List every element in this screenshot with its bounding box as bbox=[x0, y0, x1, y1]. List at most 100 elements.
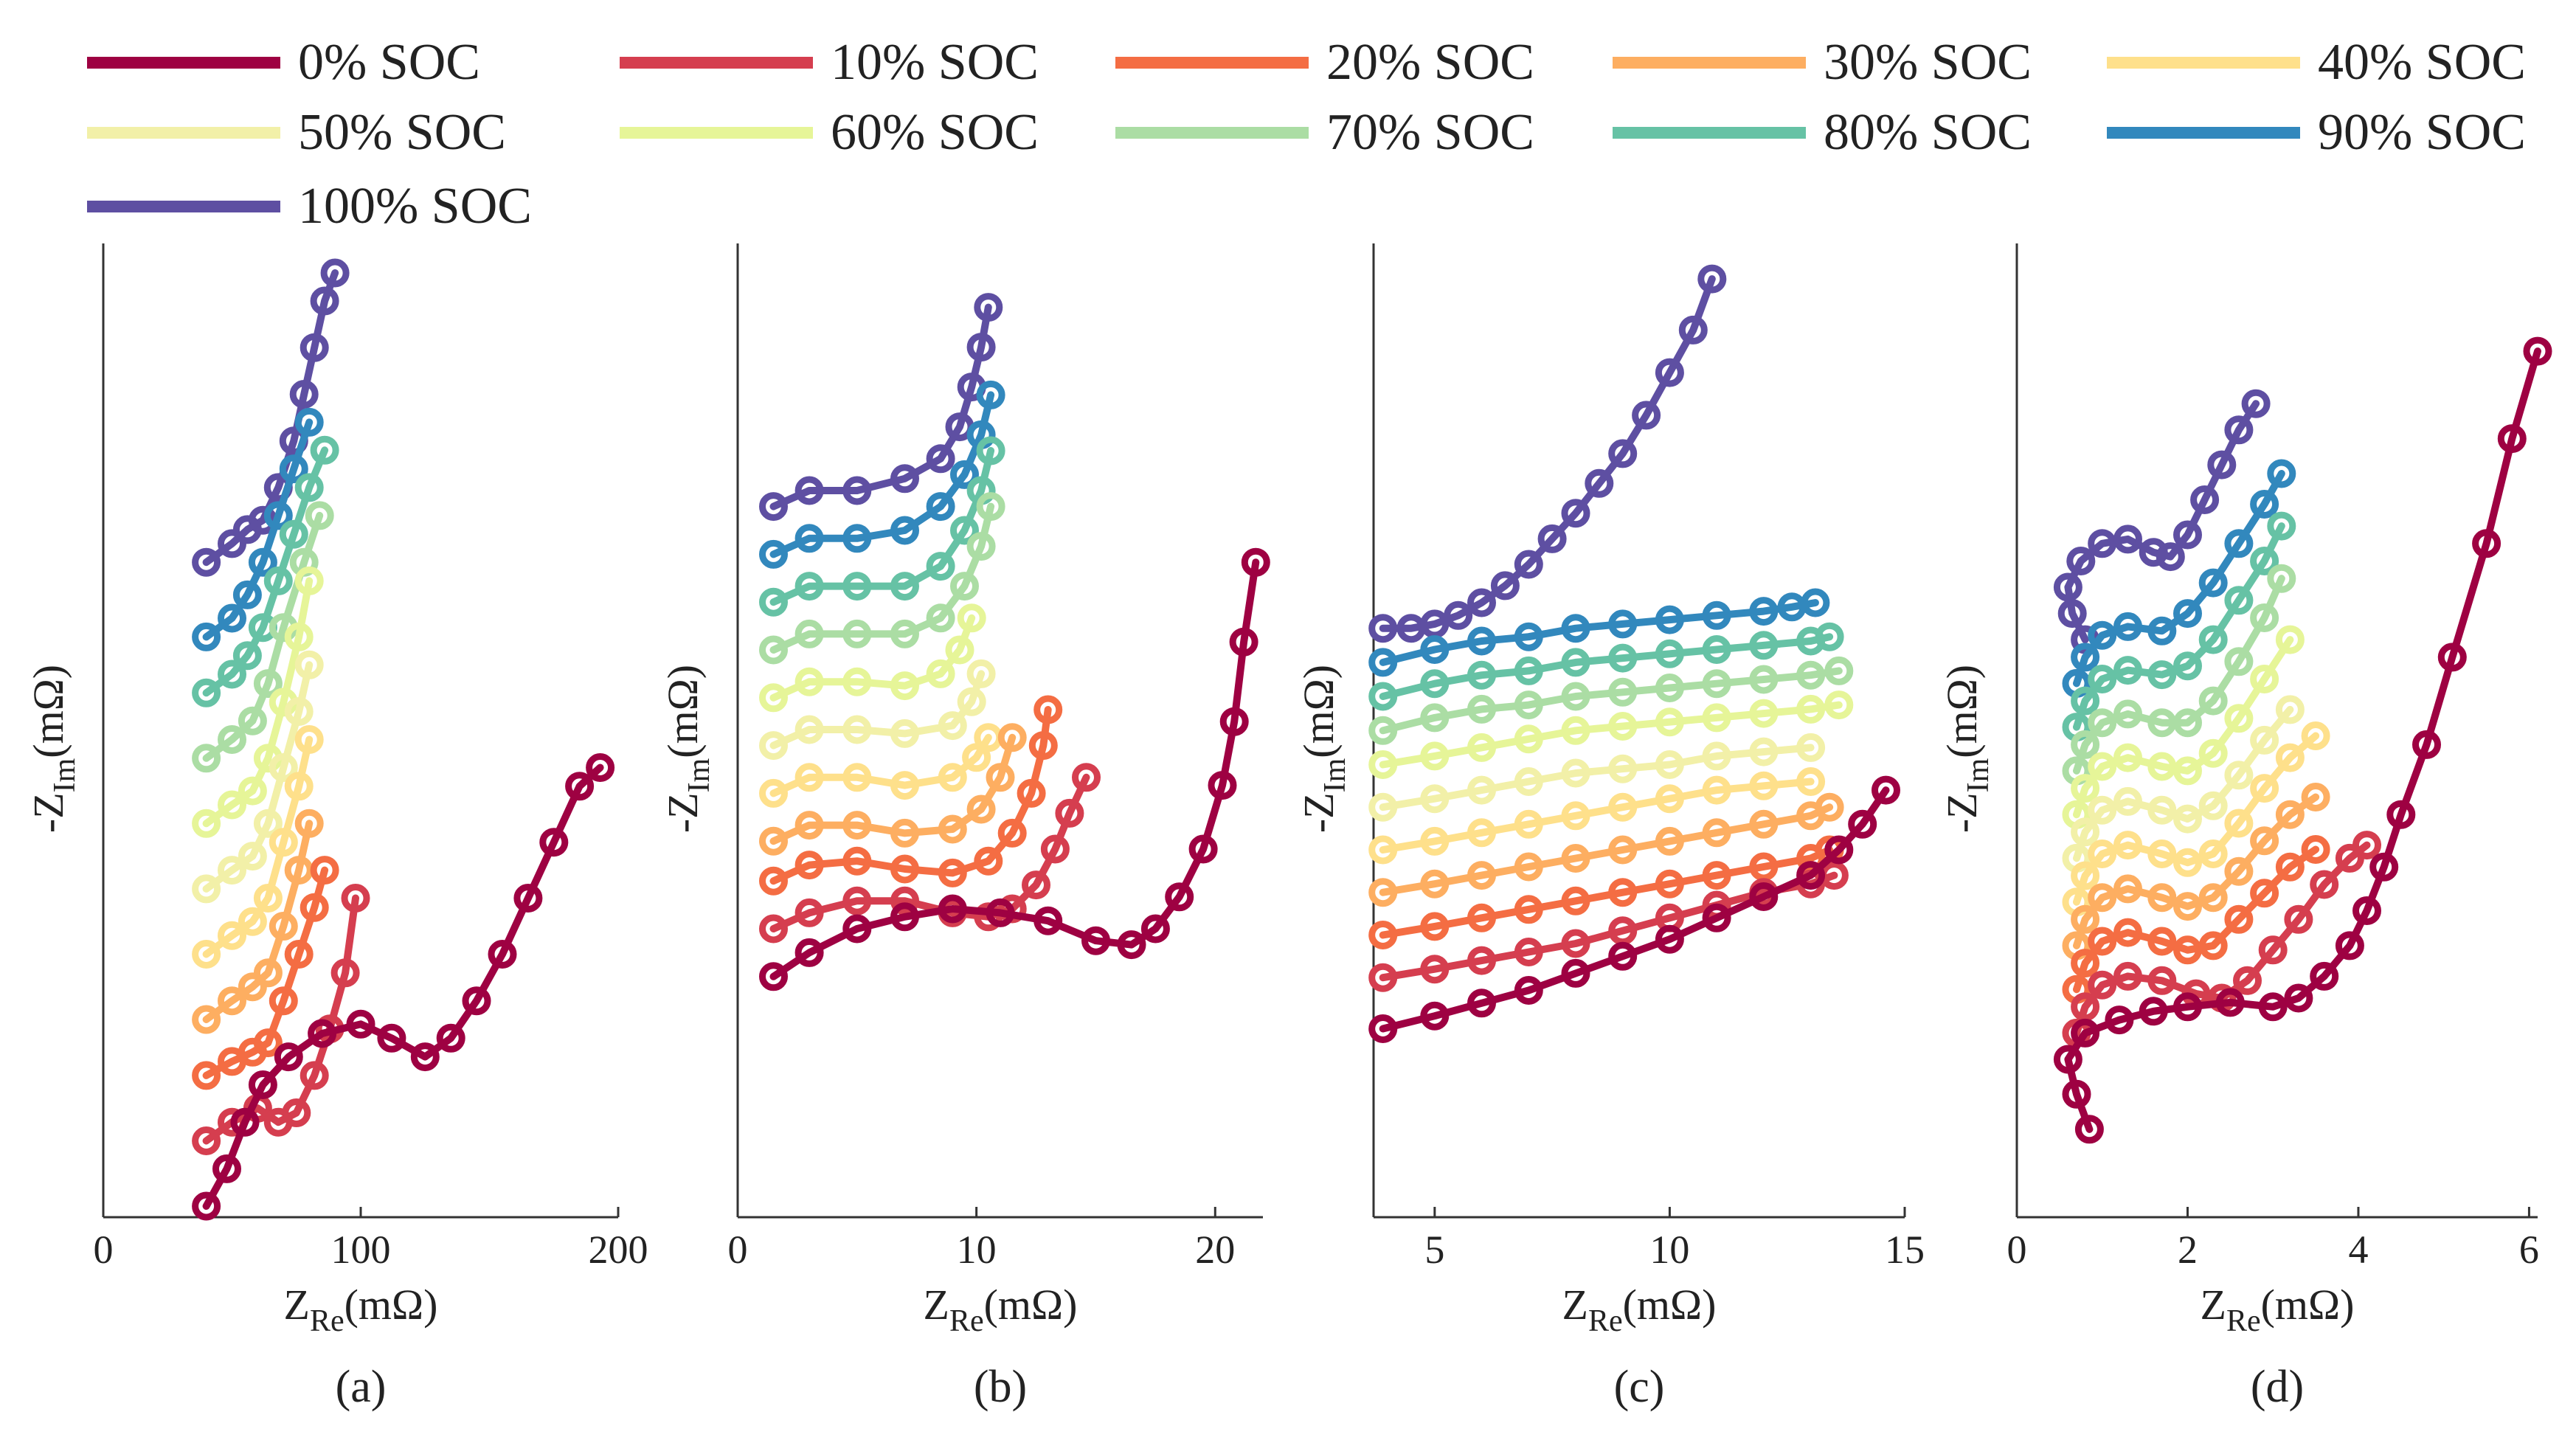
data-point bbox=[1420, 1001, 1450, 1031]
data-point bbox=[1796, 861, 1826, 890]
data-point bbox=[1608, 792, 1638, 822]
data-point bbox=[966, 794, 996, 824]
data-point bbox=[2198, 625, 2228, 654]
data-point bbox=[1368, 648, 1398, 677]
data-point bbox=[2198, 931, 2228, 960]
data-point bbox=[1796, 694, 1826, 724]
data-point bbox=[957, 687, 986, 716]
series-line bbox=[769, 670, 986, 749]
legend-item-0-soc: 0% SOC bbox=[87, 34, 480, 91]
data-point bbox=[1655, 826, 1684, 856]
data-point bbox=[945, 635, 974, 665]
data-point bbox=[1749, 737, 1779, 766]
data-point bbox=[1368, 1014, 1398, 1043]
data-point bbox=[1848, 809, 1877, 839]
data-point bbox=[759, 826, 788, 856]
data-point bbox=[976, 436, 1005, 465]
data-point bbox=[1561, 499, 1590, 528]
data-point bbox=[253, 958, 283, 988]
data-point bbox=[1608, 835, 1638, 865]
data-point bbox=[2113, 918, 2142, 947]
data-point bbox=[2113, 743, 2142, 772]
data-point bbox=[2224, 529, 2254, 558]
x-axis-label-main: Z bbox=[284, 1281, 310, 1329]
data-point bbox=[263, 566, 293, 595]
data-point bbox=[1872, 775, 1900, 805]
data-point bbox=[2147, 966, 2177, 995]
data-point bbox=[890, 854, 919, 884]
data-point bbox=[2250, 879, 2279, 908]
data-point bbox=[2258, 935, 2288, 965]
data-point bbox=[253, 1028, 283, 1058]
data-point bbox=[2224, 904, 2254, 934]
data-point bbox=[1702, 861, 1731, 890]
data-point bbox=[269, 828, 298, 857]
x-tick-label: 6 bbox=[2519, 1228, 2539, 1272]
legend-item-60-soc: 60% SOC bbox=[620, 104, 1039, 161]
data-point bbox=[974, 846, 1003, 876]
data-point bbox=[308, 1019, 337, 1048]
x-tick-label: 100 bbox=[331, 1228, 391, 1272]
legend-label: 80% SOC bbox=[1824, 104, 2032, 161]
data-point bbox=[890, 818, 919, 848]
data-point bbox=[284, 697, 314, 726]
data-point bbox=[2267, 564, 2296, 593]
data-point bbox=[1514, 724, 1543, 754]
data-point bbox=[926, 603, 955, 633]
x-axis-label-unit: (mΩ) bbox=[1623, 1281, 1717, 1329]
data-point bbox=[1749, 597, 1779, 626]
data-point bbox=[1749, 699, 1779, 728]
series-line bbox=[1379, 778, 1815, 854]
legend-item-40-soc: 40% SOC bbox=[2107, 34, 2526, 91]
data-point bbox=[926, 659, 955, 688]
data-point bbox=[2071, 949, 2100, 978]
data-point bbox=[1514, 690, 1543, 720]
data-point bbox=[890, 464, 919, 494]
data-point bbox=[2472, 529, 2501, 558]
data-point bbox=[2173, 804, 2202, 834]
data-point bbox=[1749, 809, 1779, 839]
series-60-soc bbox=[1368, 690, 1854, 779]
data-point bbox=[794, 763, 824, 792]
data-point bbox=[2250, 547, 2279, 575]
data-point bbox=[2113, 961, 2142, 991]
data-point bbox=[192, 874, 221, 904]
series-20-soc bbox=[1368, 835, 1844, 949]
data-point bbox=[1702, 635, 1731, 664]
data-point bbox=[1028, 731, 1058, 761]
x-tick-label: 2 bbox=[2178, 1228, 2198, 1272]
data-point bbox=[1608, 712, 1638, 741]
data-point bbox=[1561, 929, 1590, 958]
series-line bbox=[202, 661, 314, 893]
data-point bbox=[2173, 892, 2202, 921]
data-point bbox=[1608, 643, 1638, 673]
data-point bbox=[1655, 639, 1684, 668]
data-point bbox=[1514, 550, 1543, 579]
data-point bbox=[2147, 752, 2177, 781]
data-point bbox=[2113, 699, 2142, 729]
data-point bbox=[1022, 870, 1050, 900]
y-axis-label-sub: Im bbox=[1962, 758, 1995, 792]
x-axis-label-sub: Re bbox=[2226, 1304, 2261, 1338]
data-point bbox=[2088, 795, 2117, 825]
data-point bbox=[2523, 336, 2552, 366]
data-point bbox=[759, 731, 788, 761]
panel-caption: (a) bbox=[336, 1362, 387, 1412]
data-point bbox=[513, 884, 543, 913]
data-point bbox=[842, 667, 872, 696]
data-point bbox=[1467, 694, 1496, 724]
data-point bbox=[346, 1009, 375, 1039]
data-point bbox=[2053, 1045, 2082, 1074]
data-point bbox=[1796, 733, 1826, 762]
data-point bbox=[1608, 941, 1638, 971]
data-point bbox=[2250, 665, 2279, 693]
data-point bbox=[2275, 800, 2305, 829]
legend-item-90-soc: 90% SOC bbox=[2107, 104, 2526, 161]
data-point bbox=[2088, 708, 2117, 738]
data-point bbox=[1585, 468, 1614, 498]
data-point bbox=[1655, 869, 1684, 899]
legend-label: 60% SOC bbox=[831, 104, 1039, 161]
data-point bbox=[2071, 686, 2100, 716]
